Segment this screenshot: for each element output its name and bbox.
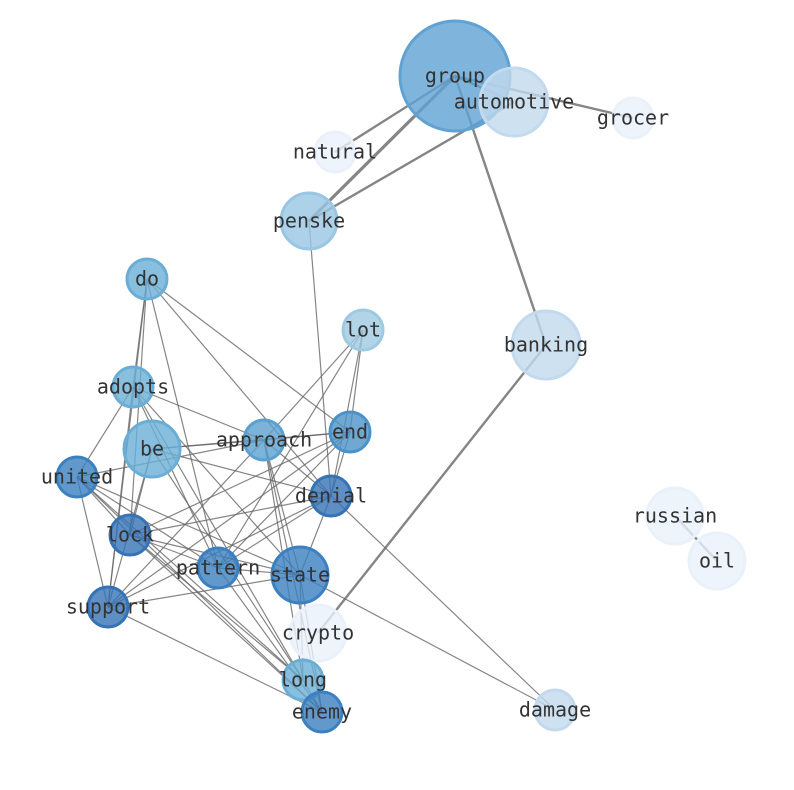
edge-united-support — [76, 476, 109, 608]
node-denial[interactable]: denial — [295, 474, 367, 518]
node-label: pattern — [176, 556, 260, 580]
node-circle — [122, 419, 182, 479]
edge-banking-crypto — [317, 344, 547, 634]
node-circle — [300, 690, 344, 734]
node-circle — [533, 688, 577, 732]
node-grocer[interactable]: grocer — [597, 96, 669, 140]
node-label: long — [279, 668, 327, 692]
node-banking[interactable]: banking — [504, 309, 588, 381]
edge-layer — [76, 74, 718, 713]
edge-adopts-approach — [132, 386, 265, 441]
edge-approach-support — [107, 439, 265, 608]
edge-end-support — [107, 431, 351, 608]
node-lot[interactable]: lot — [341, 308, 385, 352]
node-label: russian — [633, 504, 717, 528]
edge-lot-approach — [263, 329, 364, 441]
edge-united-long — [76, 476, 304, 681]
node-label: penske — [273, 209, 345, 233]
node-circle — [328, 410, 372, 454]
node-approach[interactable]: approach — [216, 418, 312, 462]
node-label: approach — [216, 428, 312, 452]
node-label: damage — [519, 698, 591, 722]
node-united[interactable]: united — [41, 455, 113, 499]
node-label: natural — [293, 140, 377, 164]
node-circle — [510, 309, 582, 381]
node-label: banking — [504, 333, 588, 357]
node-circle — [279, 191, 339, 251]
edge-lot-pattern — [217, 329, 364, 569]
node-label: lock — [106, 523, 154, 547]
edge-end-lock — [129, 431, 351, 536]
node-circle — [645, 486, 705, 546]
node-penske[interactable]: penske — [273, 191, 345, 251]
node-circle — [108, 513, 152, 557]
node-label: group — [425, 64, 485, 88]
node-circle — [313, 130, 357, 174]
edge-denial-lock — [129, 495, 332, 536]
node-circle — [288, 603, 348, 663]
node-label: end — [332, 420, 368, 444]
node-label: grocer — [597, 106, 669, 130]
node-label: denial — [295, 484, 367, 508]
node-circle — [242, 418, 286, 462]
edge-end-pattern — [217, 431, 351, 569]
node-label: do — [135, 267, 159, 291]
edge-support-enemy — [107, 606, 323, 713]
edge-state-damage — [299, 574, 556, 711]
edge-do-denial — [146, 278, 332, 497]
node-label: automotive — [454, 90, 574, 114]
node-label: state — [270, 563, 330, 587]
node-end[interactable]: end — [328, 410, 372, 454]
node-do[interactable]: do — [125, 257, 169, 301]
node-long[interactable]: long — [279, 658, 327, 702]
node-oil[interactable]: oil — [687, 531, 747, 591]
node-label: be — [140, 437, 164, 461]
node-lock[interactable]: lock — [106, 513, 154, 557]
node-circle — [196, 546, 240, 590]
node-circle — [341, 308, 385, 352]
node-label: united — [41, 465, 113, 489]
node-russian[interactable]: russian — [633, 486, 717, 546]
edge-penske-denial — [308, 220, 332, 497]
node-damage[interactable]: damage — [519, 688, 591, 732]
node-adopts[interactable]: adopts — [97, 365, 169, 409]
node-circle — [270, 545, 330, 605]
node-enemy[interactable]: enemy — [292, 690, 352, 734]
node-label: adopts — [97, 375, 169, 399]
node-circle — [309, 474, 353, 518]
node-circle — [86, 585, 130, 629]
node-crypto[interactable]: crypto — [282, 603, 354, 663]
node-circle — [478, 66, 550, 138]
node-be[interactable]: be — [122, 419, 182, 479]
node-circle — [687, 531, 747, 591]
edge-support-state — [107, 574, 301, 608]
node-label: enemy — [292, 700, 352, 724]
node-circle — [55, 455, 99, 499]
edge-adopts-state — [132, 386, 301, 576]
node-label: crypto — [282, 621, 354, 645]
edge-denial-pattern — [217, 495, 332, 569]
node-automotive[interactable]: automotive — [454, 66, 574, 138]
node-pattern[interactable]: pattern — [176, 546, 260, 590]
node-circle — [111, 365, 155, 409]
node-label: support — [66, 595, 150, 619]
edge-denial-damage — [330, 495, 556, 711]
node-natural[interactable]: natural — [293, 130, 377, 174]
edge-united-pattern — [76, 476, 219, 569]
node-circle — [611, 96, 655, 140]
edge-united-enemy — [76, 476, 323, 713]
node-label: lot — [345, 318, 381, 342]
node-circle — [125, 257, 169, 301]
node-state[interactable]: state — [270, 545, 330, 605]
edge-united-state — [76, 476, 301, 576]
node-label: oil — [699, 549, 735, 573]
edge-adopts-support — [107, 386, 134, 608]
node-circle — [281, 658, 325, 702]
node-support[interactable]: support — [66, 585, 150, 629]
edge-lock-long — [129, 534, 304, 681]
